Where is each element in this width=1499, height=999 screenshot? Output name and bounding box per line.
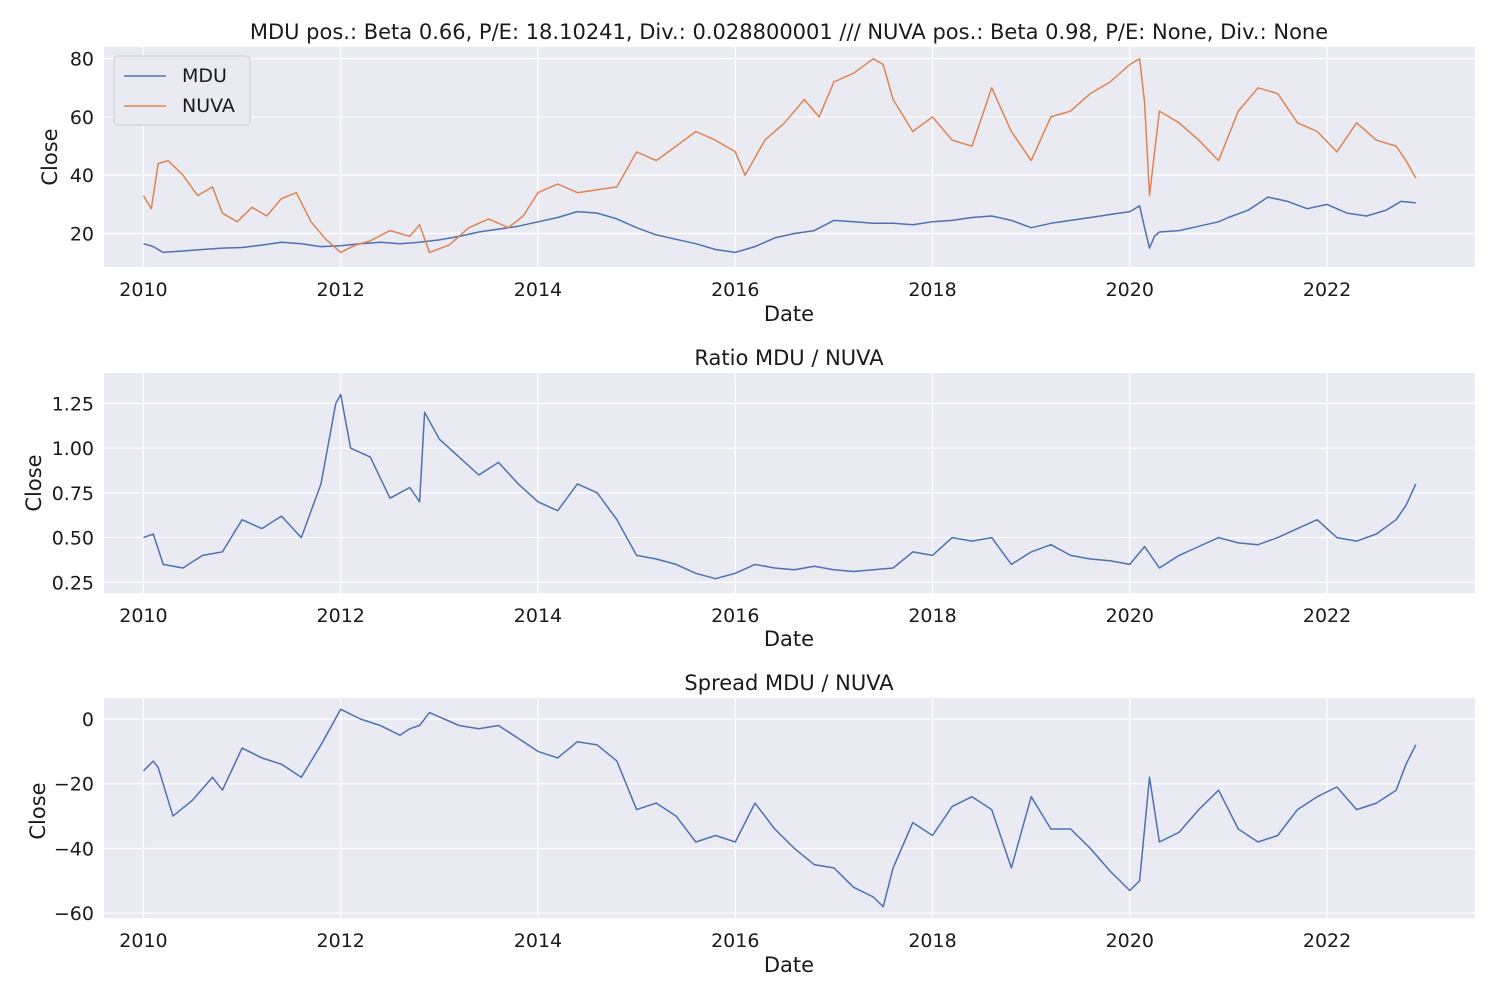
series-lines (142, 57, 1417, 254)
x-tick-label: 2018 (908, 279, 956, 301)
series-lines (142, 708, 1417, 908)
y-tick-label: 0.25 (52, 572, 94, 594)
x-tick-label: 2016 (711, 279, 759, 301)
x-axis-label: Date (764, 302, 814, 326)
series-line-mdu (143, 196, 1416, 254)
tick-labels: 2010 2012 2014 2016 2018 2020 2022 20 40 60 80 (70, 49, 1351, 301)
chart-title: MDU pos.: Beta 0.66, P/E: 18.10241, Div.… (250, 20, 1328, 44)
y-tick-label: 40 (70, 165, 94, 187)
y-tick-label: −20 (54, 774, 94, 796)
panel-ratio: 2010 2012 2014 2016 2018 2020 2022 0.25 0.50 0.75… (22, 346, 1475, 651)
x-tick-label: 2016 (711, 930, 759, 952)
y-axis-label: Close (26, 782, 50, 839)
y-tick-label: −40 (54, 838, 94, 860)
y-tick-label: 20 (70, 223, 94, 245)
x-tick-label: 2020 (1106, 279, 1154, 301)
x-tick-label: 2014 (514, 605, 562, 627)
x-tick-label: 2014 (514, 930, 562, 952)
panel-spread: 2010 2012 2014 2016 2018 2020 2022 −60 −40 −20 0 S… (26, 671, 1475, 977)
x-tick-label: 2014 (514, 279, 562, 301)
series-lines (143, 393, 1417, 580)
legend: MDU NUVA (113, 55, 251, 126)
legend-label-nuva: NUVA (182, 95, 235, 117)
y-tick-label: 0 (82, 709, 94, 731)
x-tick-label: 2018 (908, 930, 956, 952)
x-tick-label: 2012 (317, 605, 365, 627)
y-tick-label: 0.50 (52, 528, 94, 550)
x-tick-label: 2020 (1106, 605, 1154, 627)
y-tick-label: 1.00 (52, 438, 94, 460)
tick-labels: 2010 2012 2014 2016 2018 2020 2022 −60 −40 −20 0 (54, 709, 1351, 952)
grid (104, 373, 1475, 593)
plot-area (104, 47, 1475, 267)
panel-prices: 2010 2012 2014 2016 2018 2020 2022 20 40 60 80 MDU… (38, 20, 1475, 326)
tick-labels: 2010 2012 2014 2016 2018 2020 2022 0.25 0.50 0.75… (52, 393, 1352, 627)
plot-area (104, 373, 1475, 593)
x-tick-label: 2022 (1303, 605, 1351, 627)
x-tick-label: 2010 (119, 930, 167, 952)
x-tick-label: 2022 (1303, 279, 1351, 301)
legend-label-mdu: MDU (182, 65, 227, 87)
x-tick-label: 2010 (119, 605, 167, 627)
x-tick-label: 2012 (317, 930, 365, 952)
x-tick-label: 2020 (1106, 930, 1154, 952)
y-axis-label: Close (38, 128, 62, 185)
y-tick-label: −60 (54, 903, 94, 925)
legend-box (113, 55, 251, 126)
chart-title: Spread MDU / NUVA (684, 671, 894, 695)
series-line-main (142, 708, 1417, 908)
series-line-main (143, 393, 1417, 580)
x-tick-label: 2016 (711, 605, 759, 627)
grid (104, 698, 1475, 918)
series-line-nuva (142, 57, 1417, 254)
x-axis-label: Date (764, 627, 814, 651)
x-tick-label: 2012 (317, 279, 365, 301)
plot-area (104, 698, 1475, 918)
x-tick-label: 2018 (908, 605, 956, 627)
chart-title: Ratio MDU / NUVA (694, 346, 884, 370)
y-tick-label: 80 (70, 49, 94, 71)
x-tick-label: 2022 (1303, 930, 1351, 952)
y-tick-label: 0.75 (52, 483, 94, 505)
x-axis-label: Date (764, 953, 814, 977)
x-tick-label: 2010 (119, 279, 167, 301)
y-axis-label: Close (22, 454, 46, 511)
y-tick-label: 1.25 (52, 393, 94, 415)
y-tick-label: 60 (70, 107, 94, 129)
